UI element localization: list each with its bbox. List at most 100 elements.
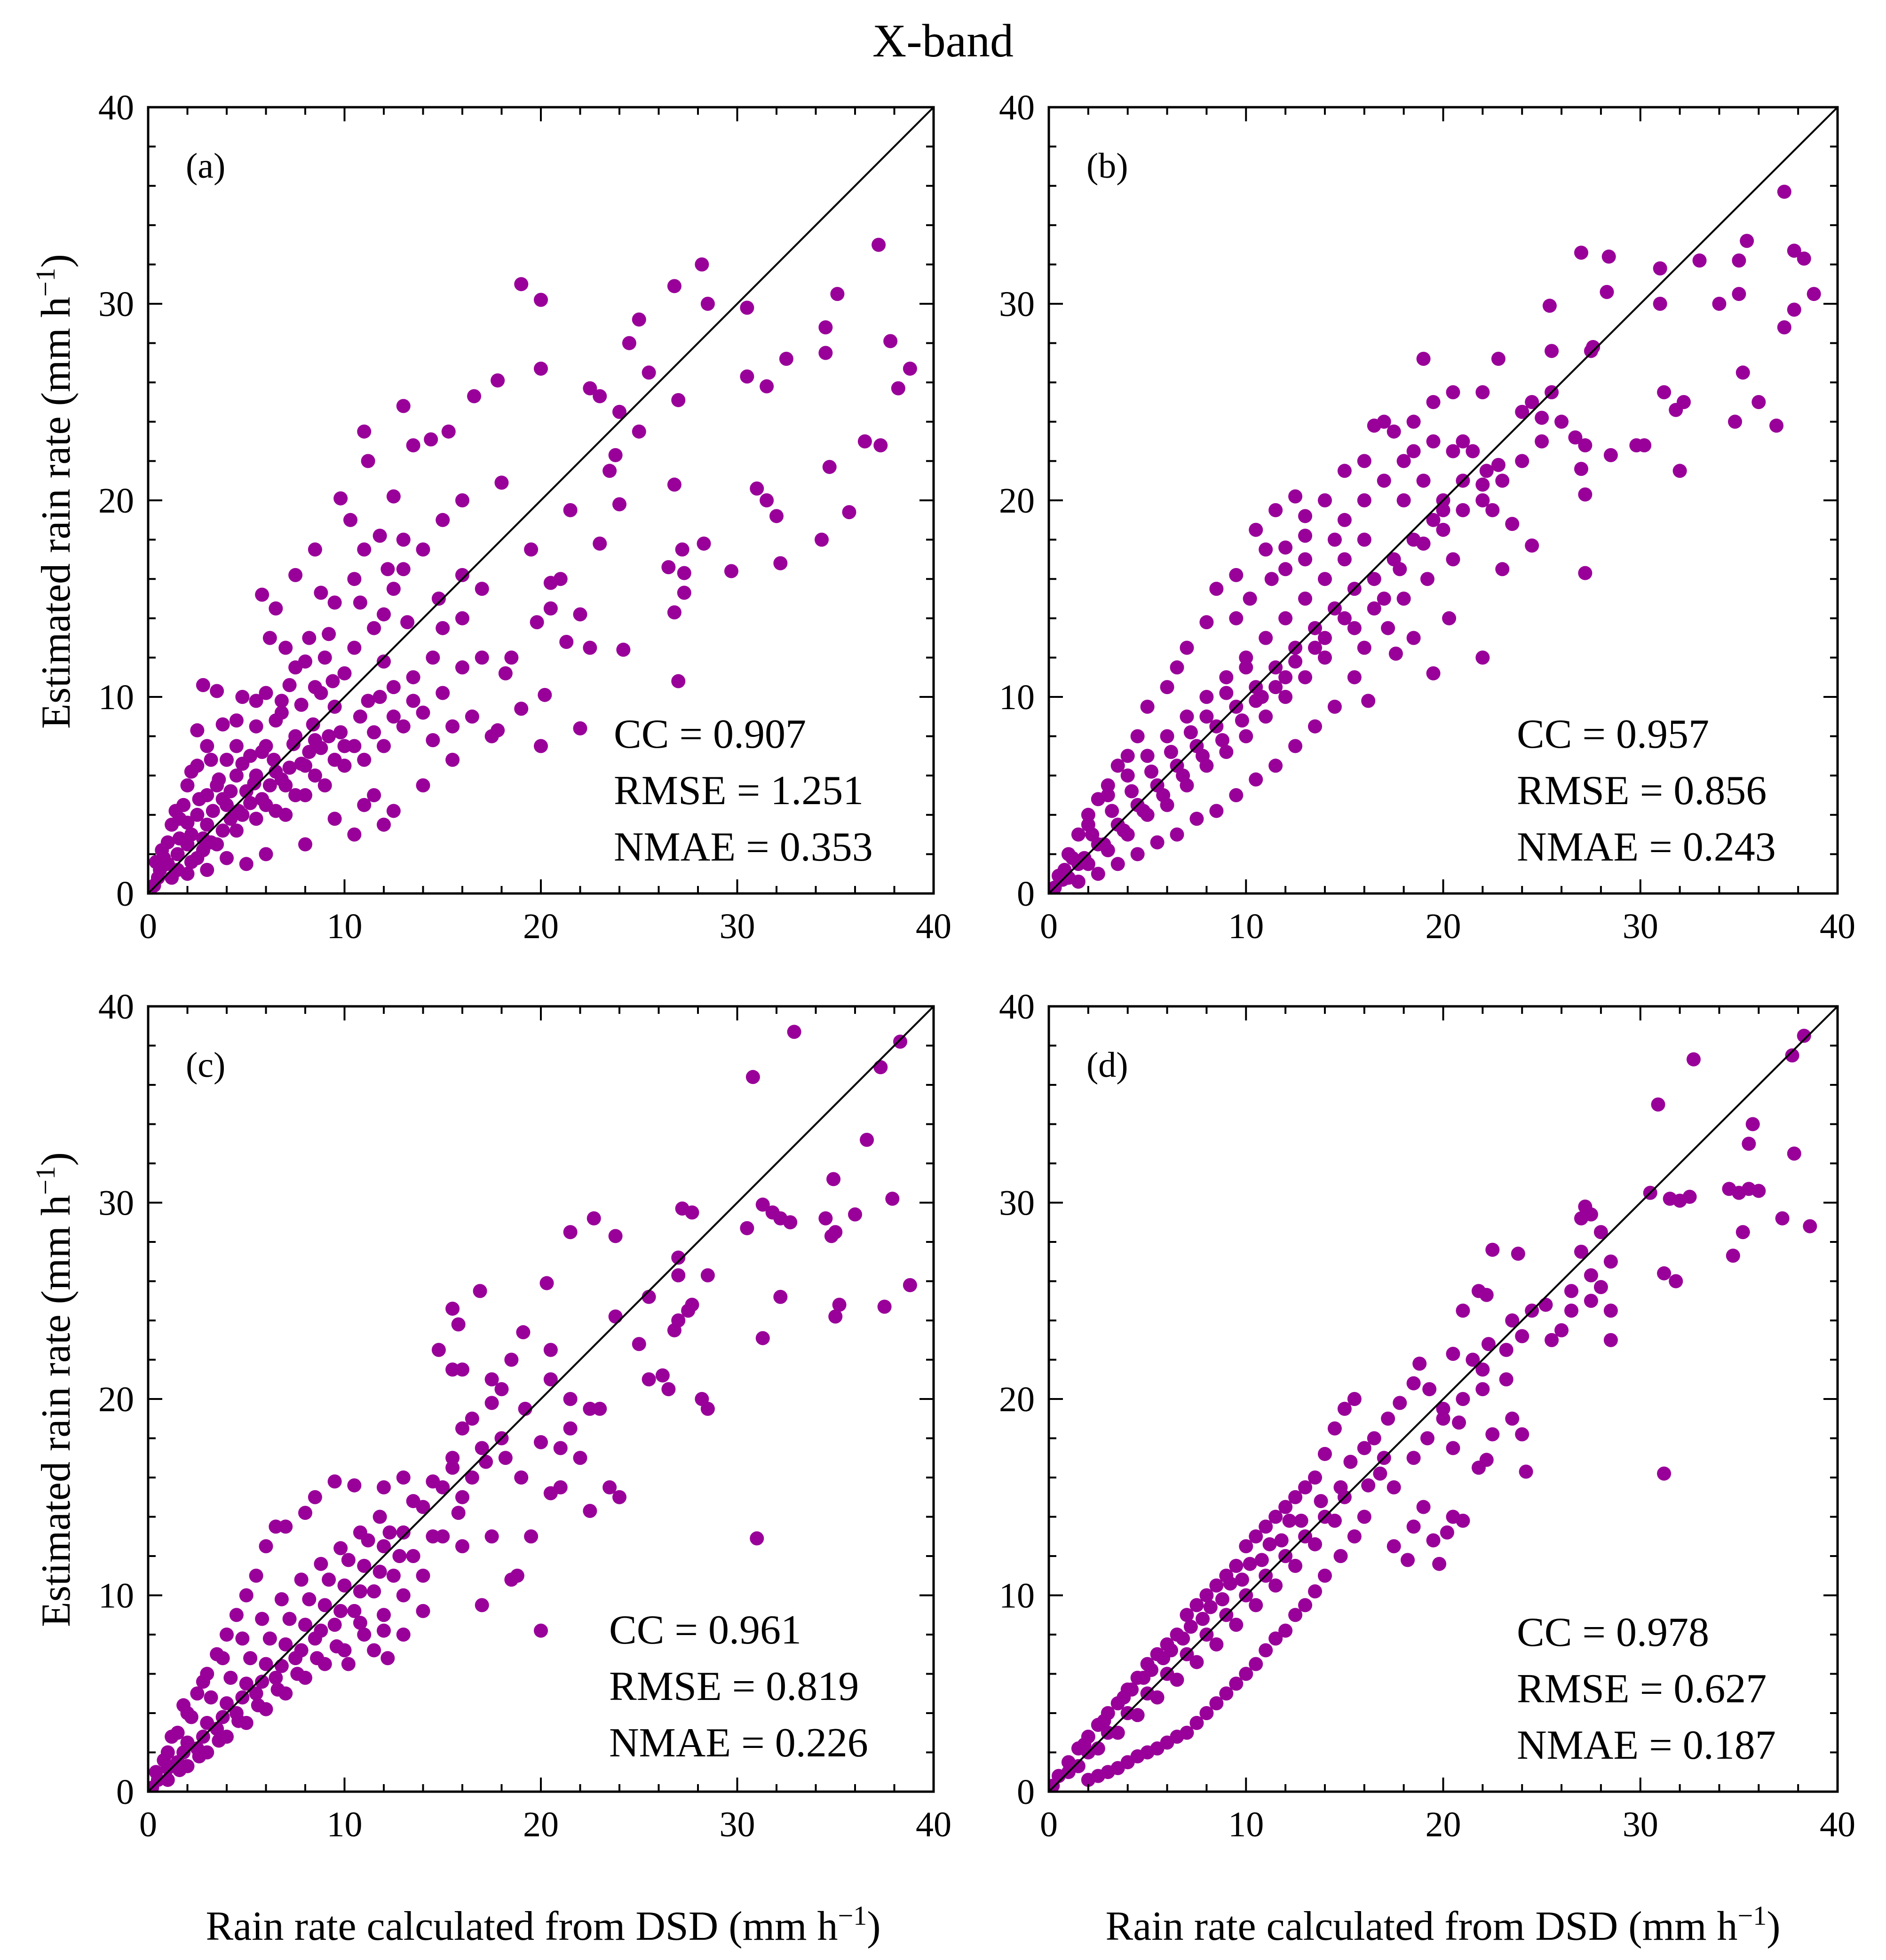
scatter-point (367, 1643, 381, 1658)
scatter-point (1535, 434, 1549, 449)
scatter-point (1140, 749, 1155, 763)
scatter-point (1593, 1225, 1608, 1240)
scatter-point (1574, 245, 1588, 260)
scatter-point (1203, 1600, 1218, 1614)
scatter-point (1180, 1608, 1194, 1622)
scatter-point (745, 1070, 760, 1084)
scatter-point (310, 1651, 325, 1666)
panel-label: (b) (1086, 146, 1128, 186)
scatter-point (818, 1211, 833, 1225)
scatter-point (247, 776, 262, 790)
scatter-point (1387, 424, 1401, 439)
scatter-point (1243, 1557, 1257, 1571)
scatter-point (1505, 1411, 1520, 1426)
scatter-point (262, 1631, 277, 1646)
scatter-point (317, 1598, 332, 1612)
scatter-point (1471, 1284, 1486, 1298)
scatter-point (1535, 411, 1549, 425)
scatter-point (377, 1539, 391, 1554)
scatter-point (1327, 699, 1342, 714)
scatter-point (1333, 1549, 1348, 1563)
scatter-point (514, 702, 529, 716)
scatter-point (377, 1608, 391, 1622)
scatter-point (204, 835, 218, 850)
scatter-point (622, 336, 636, 350)
scatter-point (1209, 1637, 1224, 1652)
scatter-point (1491, 458, 1506, 472)
stat-line: CC = 0.961 (609, 1607, 801, 1653)
y-tick-label: 20 (999, 481, 1035, 521)
scatter-point (157, 1753, 171, 1768)
scatter-point (484, 1529, 499, 1544)
scatter-point (229, 768, 244, 783)
scatter-point (367, 725, 381, 740)
scatter-point (367, 1584, 381, 1599)
scatter-point (1209, 804, 1224, 818)
scatter-point (176, 1745, 191, 1760)
y-axis-label-bottom: Estimated rain rate (mm h−1) (30, 1152, 79, 1627)
scatter-point (192, 1749, 206, 1763)
scatter-point (1769, 419, 1784, 433)
scatter-point (317, 650, 332, 665)
scatter-point (235, 757, 250, 771)
scatter-point (445, 1461, 460, 1475)
scatter-point (1511, 1247, 1525, 1261)
scatter-point (873, 1060, 888, 1075)
scatter-point (1282, 1513, 1297, 1528)
scatter-point (893, 1035, 908, 1049)
scatter-point (270, 1682, 285, 1697)
scatter-point (1745, 1117, 1760, 1131)
scatter-point (1406, 1519, 1421, 1534)
y-tick-label: 30 (999, 1184, 1035, 1223)
scatter-point (1288, 489, 1303, 504)
scatter-point (1110, 759, 1125, 773)
scatter-point (1259, 1519, 1273, 1534)
scatter-point (190, 723, 205, 738)
scatter-point (333, 725, 348, 740)
scatter-point (1259, 709, 1273, 724)
scatter-point (573, 1451, 587, 1465)
scatter-point (455, 660, 469, 675)
scatter-point (1692, 253, 1707, 268)
y-tick-label: 10 (98, 1576, 134, 1616)
scatter-point (498, 1451, 513, 1465)
scatter-point (231, 804, 246, 818)
scatter-point (1288, 654, 1303, 669)
scatter-point (377, 1480, 391, 1494)
scatter-point (1249, 522, 1263, 537)
scatter-point (608, 1309, 623, 1324)
scatter-point (1268, 503, 1283, 517)
scatter-point (1593, 1280, 1608, 1295)
scatter-point (1396, 454, 1411, 468)
scatter-point (1373, 1466, 1387, 1481)
scatter-point (750, 481, 764, 496)
scatter-point (455, 1362, 469, 1377)
scatter-point (259, 1657, 273, 1671)
x-tick-label: 20 (523, 907, 559, 946)
scatter-point (885, 1192, 900, 1206)
scatter-point (1456, 503, 1470, 517)
scatter-point (347, 1604, 362, 1618)
scatter-point (1377, 592, 1391, 606)
y-tick-label: 10 (999, 678, 1035, 717)
scatter-point (347, 739, 362, 753)
scatter-point (416, 705, 430, 720)
scatter-point (1164, 745, 1178, 759)
scatter-point (655, 1368, 670, 1383)
scatter-point (1751, 1184, 1766, 1198)
stat-line: CC = 0.957 (1517, 711, 1709, 757)
scatter-point (172, 1763, 187, 1778)
scatter-point (524, 542, 539, 557)
scatter-point (1209, 1696, 1224, 1711)
y-tick-label: 0 (116, 1772, 134, 1812)
scatter-point (1347, 670, 1362, 685)
scatter-point (475, 582, 489, 596)
scatter-point (329, 1639, 344, 1654)
scatter-point (1259, 631, 1273, 645)
x-tick-label: 10 (327, 1805, 363, 1844)
scatter-point (608, 1229, 623, 1243)
x-tick-label: 20 (1426, 1805, 1461, 1844)
scatter-point (1515, 454, 1529, 468)
scatter-point (467, 389, 482, 403)
scatter-point (353, 1584, 367, 1599)
